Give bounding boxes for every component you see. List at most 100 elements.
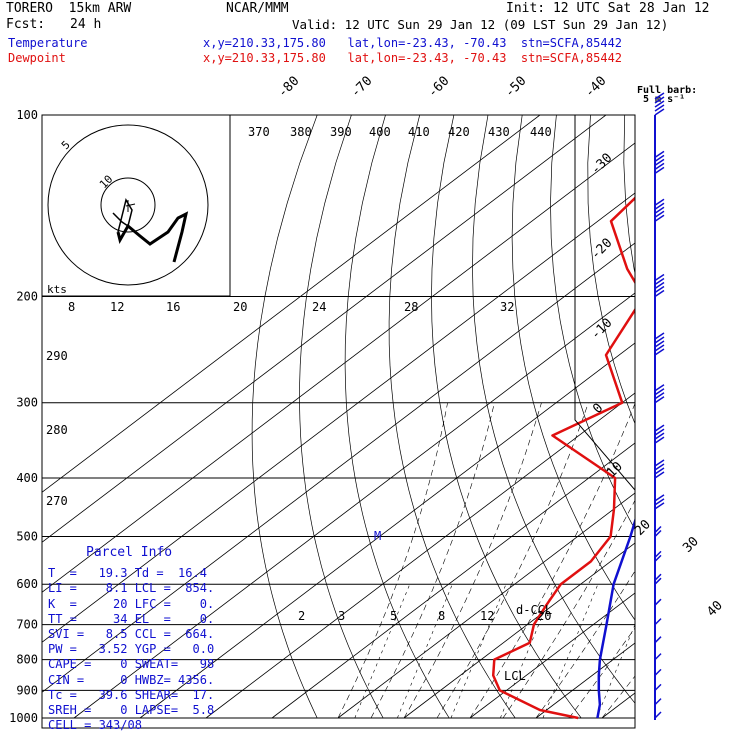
wind-barb [654, 711, 662, 719]
hodograph-unit-label: kts [47, 283, 67, 296]
dry-adiabat-line [659, 115, 740, 718]
moist-adiabat-line [337, 402, 448, 719]
mixing-ratio-label: 2 [298, 609, 305, 623]
hodograph-speed-label: 24 [312, 300, 326, 314]
parcel-info-row: TT = 34 EL = 0. [48, 611, 215, 626]
mixing-ratio-line [450, 584, 507, 719]
moist-adiabat-line [502, 499, 635, 719]
pressure-tick-label: 600 [16, 577, 38, 591]
moist-adiabat-line [535, 570, 635, 719]
parcel-info-row: K = 20 LFC = 0. [48, 596, 215, 611]
theta-label: 290 [46, 349, 68, 363]
wind-barb [654, 636, 662, 644]
isotherm-label: -70 [348, 74, 375, 101]
wind-barb [654, 618, 662, 626]
dry-adiabat-line [623, 115, 635, 276]
dry-adiabat-line [587, 115, 635, 425]
dry-adiabat-line [550, 115, 635, 531]
moist-adiabat-line [469, 402, 635, 719]
isotherm-line [601, 692, 635, 719]
theta-label: 420 [448, 125, 470, 139]
forecast-hours: 24 h [70, 17, 102, 32]
wind-barb [654, 459, 665, 479]
isotherm-line [42, 192, 635, 643]
parcel-info-row: LI = 8.1 LCL = 854. [48, 581, 215, 596]
theta-label: 390 [330, 125, 352, 139]
isotherm-label: -50 [502, 74, 529, 101]
dry-adiabat-line [431, 115, 582, 719]
wind-barb [654, 92, 665, 116]
theta-label: 440 [530, 125, 552, 139]
isotherm-label: -10 [588, 316, 615, 343]
moist-adiabat-line [701, 403, 740, 718]
theta-label: 270 [46, 494, 68, 508]
wind-barb [654, 698, 662, 706]
isotherm-line [337, 492, 635, 719]
dry-adiabat-line [388, 115, 516, 719]
right-boundary-line [574, 300, 636, 540]
wind-barb [654, 653, 662, 661]
isotherm-line [73, 292, 635, 719]
dry-adiabat-line [511, 115, 635, 621]
wind-barb [654, 150, 665, 175]
pressure-tick-label: 500 [16, 529, 38, 543]
parcel-info-title: Parcel Info [86, 545, 173, 560]
moist-adiabat-line [601, 675, 635, 719]
mixing-ratio-line [397, 584, 453, 719]
theta-label: 430 [488, 125, 510, 139]
theta-label: 410 [408, 125, 430, 139]
wind-barb [654, 494, 665, 510]
isotherm-label: -40 [582, 74, 609, 101]
isotherm-line [139, 342, 635, 719]
wind-barb [654, 424, 665, 444]
parcel-info-row: CAPE = 0 SWEAT= 98 [48, 657, 215, 672]
isotherm-line [668, 115, 740, 718]
hodograph-speed-label: 16 [166, 300, 180, 314]
forecast-label: Fcst: [6, 17, 46, 32]
wind-barb [654, 683, 662, 691]
pressure-tick-label: 200 [16, 290, 38, 304]
org-label: NCAR/MMM [226, 1, 289, 16]
isotherm-line [734, 115, 740, 718]
barb-legend-title: Full barb: [637, 85, 698, 96]
parcel-info-row: SREH = 0 LAPSE= 5.8 [48, 703, 215, 718]
mixing-ratio-line [596, 623, 635, 719]
init-time: Init: 12 UTC Sat 28 Jan 12 [506, 1, 710, 16]
model-title: TORERO 15km ARW [6, 1, 132, 16]
barb-legend-unit: 5 m s⁻¹ [643, 94, 686, 105]
moist-adiabat-line [403, 402, 542, 719]
isotherm-line [42, 242, 635, 693]
dry-adiabat-line [299, 115, 384, 719]
temperature-legend: Temperature [8, 36, 88, 50]
isotherm-line [469, 592, 635, 719]
isotherm-line [205, 392, 635, 719]
parcel-info-row: T = 19.3 Td = 16.4 [48, 566, 207, 581]
temperature-location: x,y=210.33,175.80 lat,lon=-23.43, -70.43… [203, 36, 623, 50]
parcel-info-row: CELL = 343/08 [48, 718, 142, 733]
isotherm-label: -80 [275, 74, 302, 101]
wind-barb [654, 384, 665, 404]
theta-label: 400 [369, 125, 391, 139]
pressure-tick-label: 400 [16, 471, 38, 485]
theta-label: 370 [248, 125, 270, 139]
wind-barb [654, 573, 662, 585]
dewpoint-profile [491, 196, 635, 720]
isotherm-line [42, 115, 607, 543]
hodograph-ring [100, 177, 156, 233]
isotherm-line [535, 642, 635, 719]
annotation-label: LCL [504, 669, 526, 683]
wind-barb [654, 525, 662, 538]
parcel-info-row: SVI = 8.5 CCL = 664. [48, 627, 215, 642]
wind-barb [654, 198, 665, 222]
hodograph-ring [47, 124, 209, 286]
moist-adiabat-line [734, 403, 740, 718]
mixing-ratio-label: 3 [338, 609, 345, 623]
isotherm-line [42, 142, 635, 593]
pressure-tick-label: 300 [16, 396, 38, 410]
mixing-ratio-label: 12 [480, 609, 494, 623]
hodograph-trace [116, 211, 189, 263]
pressure-tick-label: 1000 [9, 711, 38, 725]
dry-adiabat-line [727, 115, 740, 718]
wind-barb [654, 668, 662, 676]
